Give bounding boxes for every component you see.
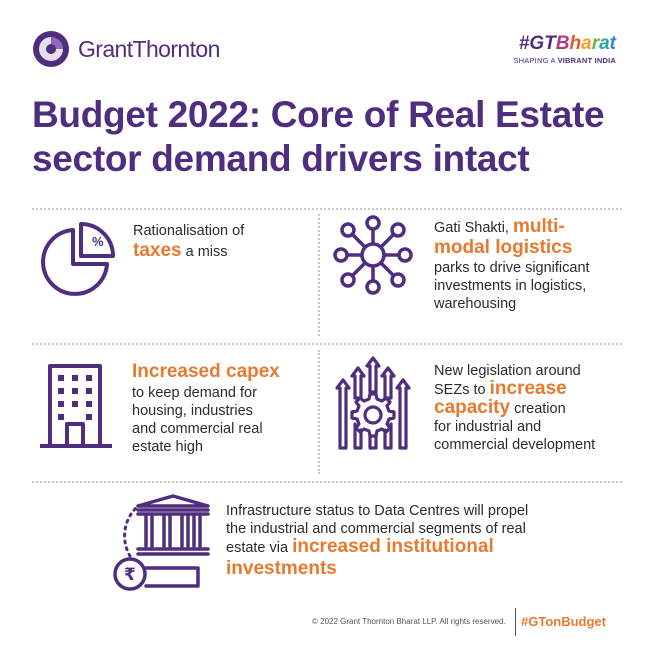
tagline-hash: #GT: [518, 33, 556, 54]
office-building-icon: [40, 364, 112, 448]
footer-hashtag: #GTonBudget: [521, 614, 606, 629]
cell-capex-text: Increased capex to keep demand for housi…: [132, 361, 280, 455]
rupee-institution-icon: ₹: [113, 494, 210, 591]
divider-vertical-1: [318, 214, 320, 336]
cell-logistics-text: Gati Shakti, multi- modal logistics park…: [434, 216, 590, 312]
pie-chart-percent-icon: %: [41, 222, 115, 296]
divider-middle: [32, 343, 622, 345]
title-line-1: Budget 2022: Core of Real Estate: [32, 94, 605, 135]
tagline-sub: SHAPING A VIBRANT INDIA: [513, 56, 616, 65]
gt-bharat-tagline: #GTBharat SHAPING A VIBRANT INDIA: [513, 34, 616, 66]
brand-name: GrantThornton: [78, 35, 220, 62]
grant-thornton-logo-icon: [33, 31, 69, 67]
copyright-text: © 2022 Grant Thornton Bharat LLP. All ri…: [312, 617, 506, 626]
divider-top: [32, 208, 622, 210]
tagline-word: Bharat: [555, 33, 616, 54]
footer-separator: [515, 608, 516, 636]
cell-datacentre-text: Infrastructure status to Data Centres wi…: [226, 503, 529, 579]
page-title: Budget 2022: Core of Real Estate sector …: [32, 93, 632, 181]
cell-taxes-text: Rationalisation of taxes a miss: [133, 223, 245, 261]
svg-text:%: %: [92, 234, 104, 249]
network-hub-icon: [333, 215, 413, 295]
divider-bottom: [32, 481, 622, 483]
title-line-2: sector demand drivers intact: [32, 138, 530, 179]
gear-arrows-icon: [335, 356, 411, 450]
brand-logo: GrantThornton: [32, 30, 220, 68]
tagline-main: #GTBharat: [513, 34, 616, 54]
divider-vertical-2: [318, 350, 320, 474]
svg-text:₹: ₹: [124, 565, 136, 585]
cell-sez-text: New legislation around SEZs to increase …: [434, 363, 596, 453]
